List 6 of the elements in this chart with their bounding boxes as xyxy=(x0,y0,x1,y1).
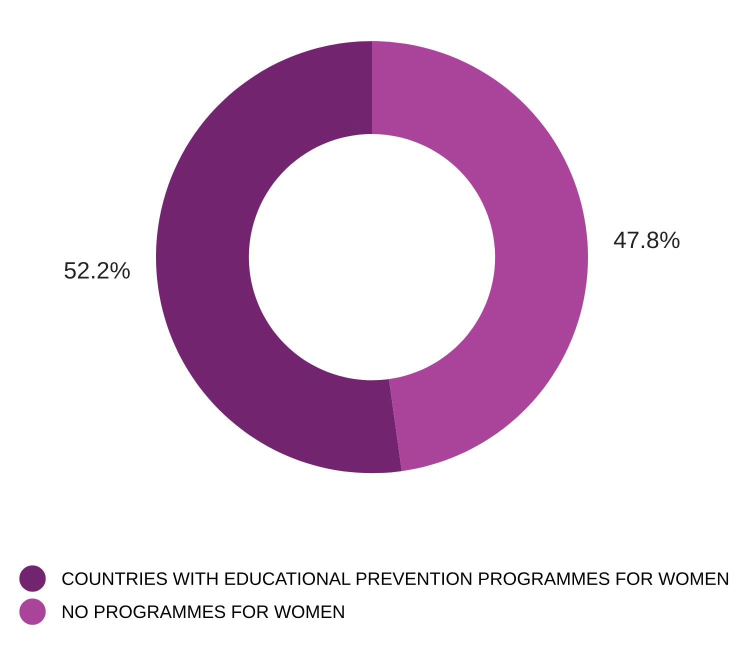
data-label: 52.2% xyxy=(64,262,130,279)
legend-label: NO PROGRAMMES FOR WOMEN xyxy=(62,605,344,618)
donut-slice xyxy=(372,41,588,472)
donut-slice xyxy=(156,41,402,474)
legend-label: COUNTRIES WITH EDUCATIONAL PREVENTION PROGRAMMES FOR WOMEN xyxy=(62,572,728,586)
data-label: 47.8% xyxy=(614,232,680,248)
